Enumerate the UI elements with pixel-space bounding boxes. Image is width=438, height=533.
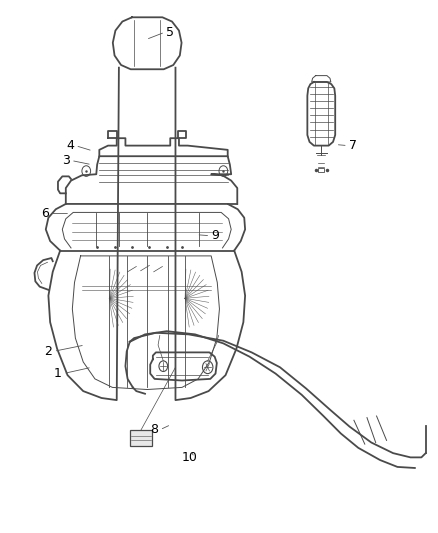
Text: 9: 9 [212, 229, 219, 242]
Text: 5: 5 [166, 26, 174, 38]
Text: 2: 2 [44, 345, 52, 358]
Text: 7: 7 [349, 139, 357, 152]
Bar [130, 430, 152, 446]
Bar [318, 168, 324, 172]
Text: 4: 4 [66, 139, 74, 152]
Text: 1: 1 [54, 367, 62, 380]
Text: 3: 3 [62, 154, 70, 167]
Text: 8: 8 [151, 423, 159, 437]
Text: 6: 6 [41, 207, 49, 220]
Text: 10: 10 [181, 451, 198, 464]
